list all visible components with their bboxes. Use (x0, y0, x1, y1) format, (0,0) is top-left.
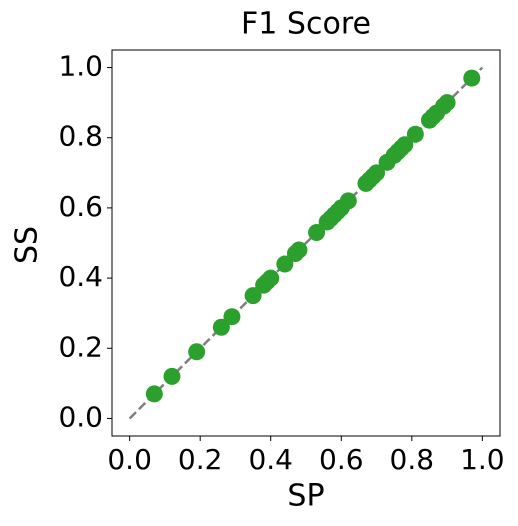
point (244, 287, 262, 305)
plot-frame (111, 49, 501, 437)
point (463, 69, 481, 87)
reference-line (128, 66, 484, 420)
point (308, 223, 326, 241)
x-tick-label: 0.8 (390, 443, 435, 476)
x-tick-label: 1.0 (460, 443, 505, 476)
y-tick-label: 0.8 (58, 120, 103, 153)
y-axis-label: SS (10, 226, 45, 264)
y-tick-label: 1.0 (58, 50, 103, 83)
point (145, 385, 163, 403)
x-axis-label: SP (287, 479, 324, 514)
chart-title: F1 Score (241, 7, 371, 42)
y-tick-label: 0.6 (58, 190, 103, 223)
x-tick-label: 0.2 (178, 443, 223, 476)
point (290, 241, 308, 259)
point (368, 164, 386, 182)
point (438, 94, 456, 112)
x-tick-label: 0.0 (107, 443, 152, 476)
point (212, 318, 230, 336)
x-tick-label: 0.6 (319, 443, 364, 476)
y-tick-label: 0.0 (58, 400, 103, 433)
point (406, 125, 424, 143)
point (396, 136, 414, 154)
point (163, 367, 181, 385)
point (339, 192, 357, 210)
point (223, 308, 241, 326)
x-tick-label: 0.4 (248, 443, 293, 476)
y-tick-label: 0.4 (58, 260, 103, 293)
y-tick-label: 0.2 (58, 330, 103, 363)
point (188, 343, 206, 361)
point (276, 255, 294, 273)
point (262, 269, 280, 287)
